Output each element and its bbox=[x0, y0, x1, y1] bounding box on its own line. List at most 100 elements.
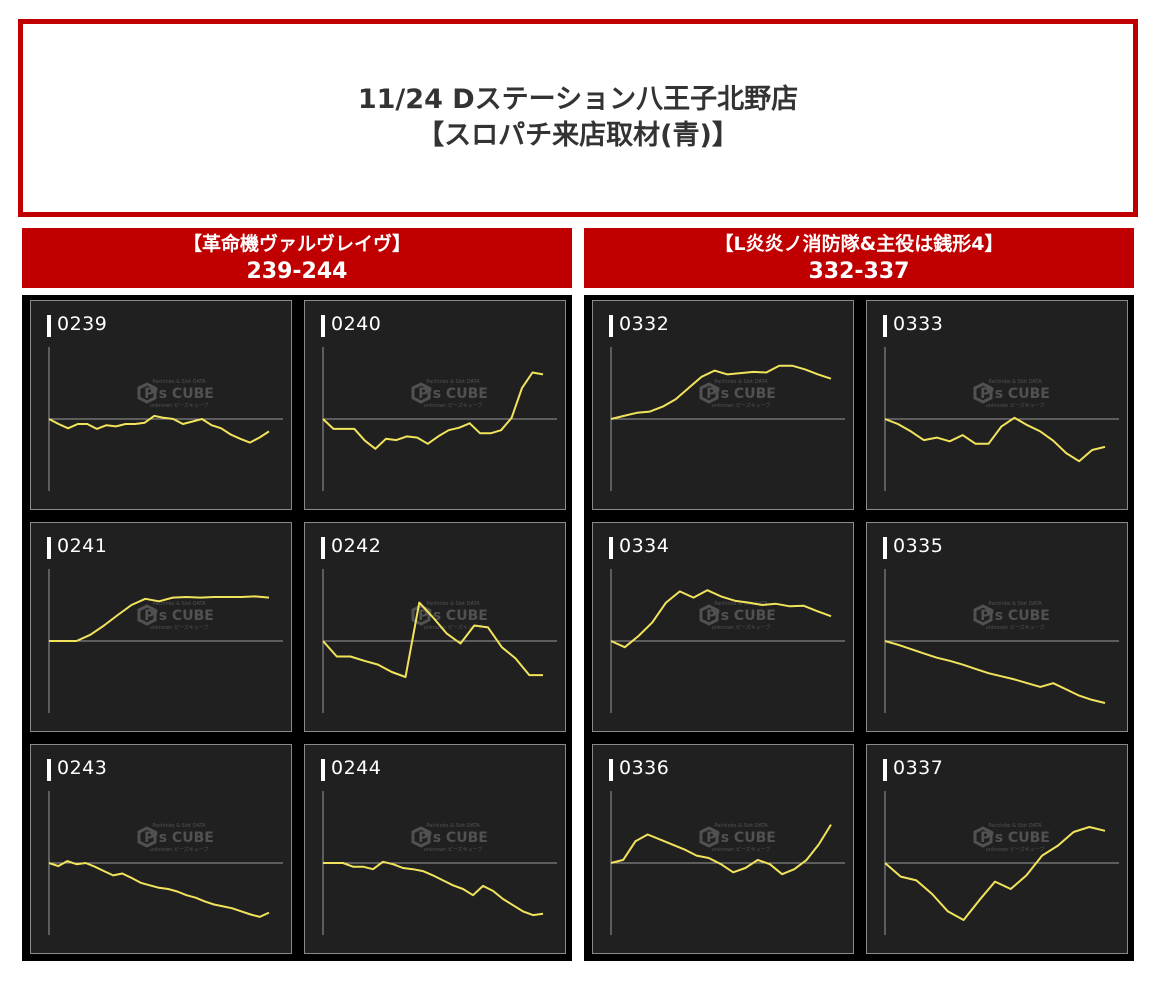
machine-chart-0337: 0337 Pachinko & Slot DATA P's CUBE unknown … bbox=[866, 744, 1128, 954]
cube-logo-icon bbox=[411, 826, 431, 848]
series-line bbox=[610, 589, 832, 649]
cube-logo-icon bbox=[973, 382, 993, 404]
watermark-brand: P's CUBE bbox=[980, 830, 1050, 846]
series-line bbox=[322, 601, 543, 678]
machine-number: 0332 bbox=[619, 313, 670, 335]
machine-chart-0240: 0240 Pachinko & Slot DATA P's CUBE unknown … bbox=[304, 300, 566, 510]
series-line bbox=[884, 640, 1106, 704]
machine-number-marker bbox=[47, 759, 51, 781]
watermark-subcaption: unknown ピーズキューブ bbox=[150, 846, 209, 853]
series-line bbox=[48, 414, 270, 444]
cube-logo-icon bbox=[411, 604, 431, 626]
page-subtitle: 【スロパチ来店取材(青)】 bbox=[417, 120, 739, 151]
watermark-caption: Pachinko & Slot DATA bbox=[426, 379, 480, 385]
series-line bbox=[884, 826, 1106, 921]
machine-chart-0334: 0334 Pachinko & Slot DATA P's CUBE unknown … bbox=[592, 522, 854, 732]
watermark-subcaption: unknown ピーズキューブ bbox=[150, 624, 209, 631]
watermark-brand: P's CUBE bbox=[418, 386, 488, 402]
series-line bbox=[610, 364, 832, 420]
group-range: 239-244 bbox=[246, 258, 348, 284]
group-range: 332-337 bbox=[808, 258, 910, 284]
group-header-right: 【L炎炎ノ消防隊&主役は銭形4】 332-337 bbox=[584, 228, 1134, 288]
machine-number: 0334 bbox=[619, 535, 670, 557]
group-panel-right: 0332 Pachinko & Slot DATA P's CUBE unknown … bbox=[584, 295, 1134, 961]
machine-chart-0333: 0333 Pachinko & Slot DATA P's CUBE unknown … bbox=[866, 300, 1128, 510]
watermark-subcaption: unknown ピーズキューブ bbox=[150, 402, 209, 409]
watermark-subcaption: unknown ピーズキューブ bbox=[712, 402, 771, 409]
cube-logo-icon bbox=[137, 604, 157, 626]
series-line bbox=[323, 860, 544, 917]
watermark-caption: Pachinko & Slot DATA bbox=[152, 601, 206, 607]
title-banner: 11/24 Dステーション八王子北野店 【スロパチ来店取材(青)】 bbox=[18, 19, 1138, 217]
watermark-caption: Pachinko & Slot DATA bbox=[714, 601, 768, 607]
machine-number: 0243 bbox=[57, 757, 108, 779]
machine-chart-0239: 0239 Pachinko & Slot DATA P's CUBE unknown … bbox=[30, 300, 292, 510]
machine-number-marker bbox=[321, 315, 325, 337]
machine-number-marker bbox=[47, 315, 51, 337]
watermark-brand: P's CUBE bbox=[980, 386, 1050, 402]
group-name: 【L炎炎ノ消防隊&主役は銭形4】 bbox=[714, 232, 1004, 255]
watermark-subcaption: unknown ピーズキューブ bbox=[986, 402, 1045, 409]
machine-number: 0242 bbox=[331, 535, 382, 557]
watermark-subcaption: unknown ピーズキューブ bbox=[424, 402, 483, 409]
machine-chart-0241: 0241 Pachinko & Slot DATA P's CUBE unknown … bbox=[30, 522, 292, 732]
watermark-brand: P's CUBE bbox=[980, 608, 1050, 624]
machine-number: 0240 bbox=[331, 313, 382, 335]
machine-chart-0336: 0336 Pachinko & Slot DATA P's CUBE unknown … bbox=[592, 744, 854, 954]
watermark-brand: P's CUBE bbox=[706, 608, 776, 624]
machine-number-marker bbox=[321, 537, 325, 559]
series-line bbox=[322, 371, 544, 450]
machine-number: 0336 bbox=[619, 757, 670, 779]
machine-chart-0243: 0243 Pachinko & Slot DATA P's CUBE unknown … bbox=[30, 744, 292, 954]
cube-logo-icon bbox=[699, 826, 719, 848]
watermark-caption: Pachinko & Slot DATA bbox=[152, 823, 206, 829]
series-line bbox=[610, 824, 832, 876]
group-header-left: 【革命機ヴァルヴレイヴ】 239-244 bbox=[22, 228, 572, 288]
watermark-subcaption: unknown ピーズキューブ bbox=[986, 624, 1045, 631]
machine-number: 0239 bbox=[57, 313, 108, 335]
machine-chart-0242: 0242 Pachinko & Slot DATA P's CUBE unknown … bbox=[304, 522, 566, 732]
cube-logo-icon bbox=[973, 826, 993, 848]
watermark-subcaption: unknown ピーズキューブ bbox=[424, 624, 483, 631]
watermark-brand: P's CUBE bbox=[418, 830, 488, 846]
machine-number-marker bbox=[609, 759, 613, 781]
series-line bbox=[48, 860, 270, 918]
watermark-brand: P's CUBE bbox=[144, 608, 214, 624]
machine-chart-0332: 0332 Pachinko & Slot DATA P's CUBE unknown … bbox=[592, 300, 854, 510]
series-line bbox=[884, 416, 1106, 463]
machine-chart-0244: 0244 Pachinko & Slot DATA P's CUBE unknown … bbox=[304, 744, 566, 954]
watermark-caption: Pachinko & Slot DATA bbox=[988, 601, 1042, 607]
machine-number: 0335 bbox=[893, 535, 944, 557]
watermark-caption: Pachinko & Slot DATA bbox=[152, 379, 206, 385]
machine-number-marker bbox=[883, 537, 887, 559]
watermark-subcaption: unknown ピーズキューブ bbox=[712, 624, 771, 631]
watermark-caption: Pachinko & Slot DATA bbox=[714, 823, 768, 829]
machine-number-marker bbox=[609, 537, 613, 559]
watermark-caption: Pachinko & Slot DATA bbox=[988, 379, 1042, 385]
machine-number-marker bbox=[883, 759, 887, 781]
watermark-subcaption: unknown ピーズキューブ bbox=[986, 846, 1045, 853]
group-name: 【革命機ヴァルヴレイヴ】 bbox=[182, 232, 411, 255]
cube-logo-icon bbox=[699, 382, 719, 404]
cube-logo-icon bbox=[137, 382, 157, 404]
watermark-subcaption: unknown ピーズキューブ bbox=[424, 846, 483, 853]
machine-number: 0337 bbox=[893, 757, 944, 779]
machine-number-marker bbox=[609, 315, 613, 337]
cube-logo-icon bbox=[137, 826, 157, 848]
watermark-subcaption: unknown ピーズキューブ bbox=[712, 846, 771, 853]
page-title: 11/24 Dステーション八王子北野店 bbox=[357, 84, 799, 115]
